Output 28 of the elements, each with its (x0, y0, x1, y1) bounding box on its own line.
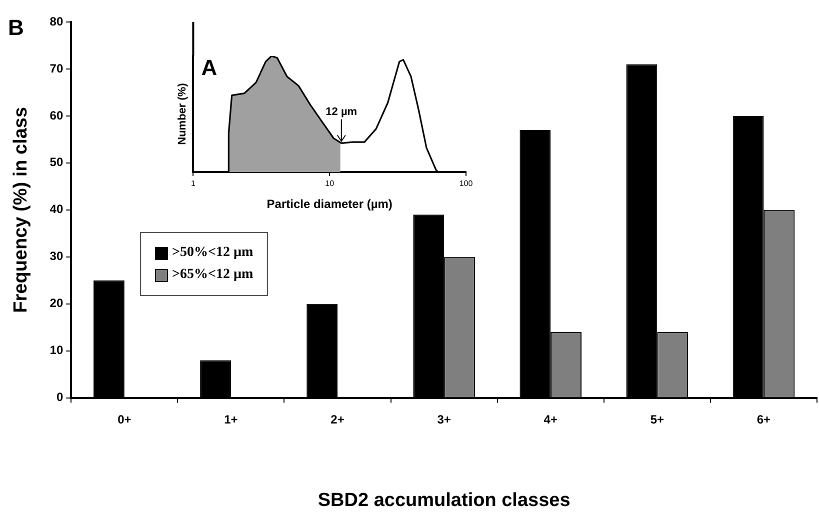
y-axis-title: Number (%) (176, 82, 189, 145)
y-tick-label: 60 (50, 108, 64, 122)
chart-title: A (201, 55, 218, 80)
y-tick-label: 20 (50, 296, 64, 310)
y-tick-label: 10 (50, 343, 64, 358)
y-tick-label: 70 (50, 61, 64, 76)
y-axis-title: Frequency (%) in class (10, 106, 32, 313)
x-tick-label: 6+ (756, 412, 771, 426)
y-tick-label: 80 (50, 14, 64, 28)
legend-label: >50%<12 µm (172, 245, 254, 261)
y-tick-label: 30 (50, 249, 64, 264)
x-axis-title: SBD2 accumulation classes (318, 490, 570, 511)
x-tick-label: 2+ (330, 412, 344, 426)
y-tick-label: 0 (56, 390, 64, 404)
x-tick-label: 3+ (437, 412, 451, 426)
x-tick-label: 10 (325, 179, 335, 188)
chart-title: B (8, 15, 24, 40)
x-tick-label: 100 (459, 179, 474, 188)
x-axis-title: Particle diameter (µm) (266, 197, 392, 212)
x-tick-label: 0+ (118, 412, 132, 426)
x-tick-label: 5+ (650, 412, 664, 426)
x-tick-label: 4+ (544, 412, 558, 426)
x-tick-label: 1+ (224, 412, 238, 426)
y-tick-label: 40 (50, 202, 64, 216)
annotation: 12 µm (326, 106, 358, 118)
y-tick-label: 50 (50, 155, 64, 170)
x-tick-label: 1 (190, 179, 196, 188)
legend-label: >65%<12 µm (172, 267, 254, 283)
